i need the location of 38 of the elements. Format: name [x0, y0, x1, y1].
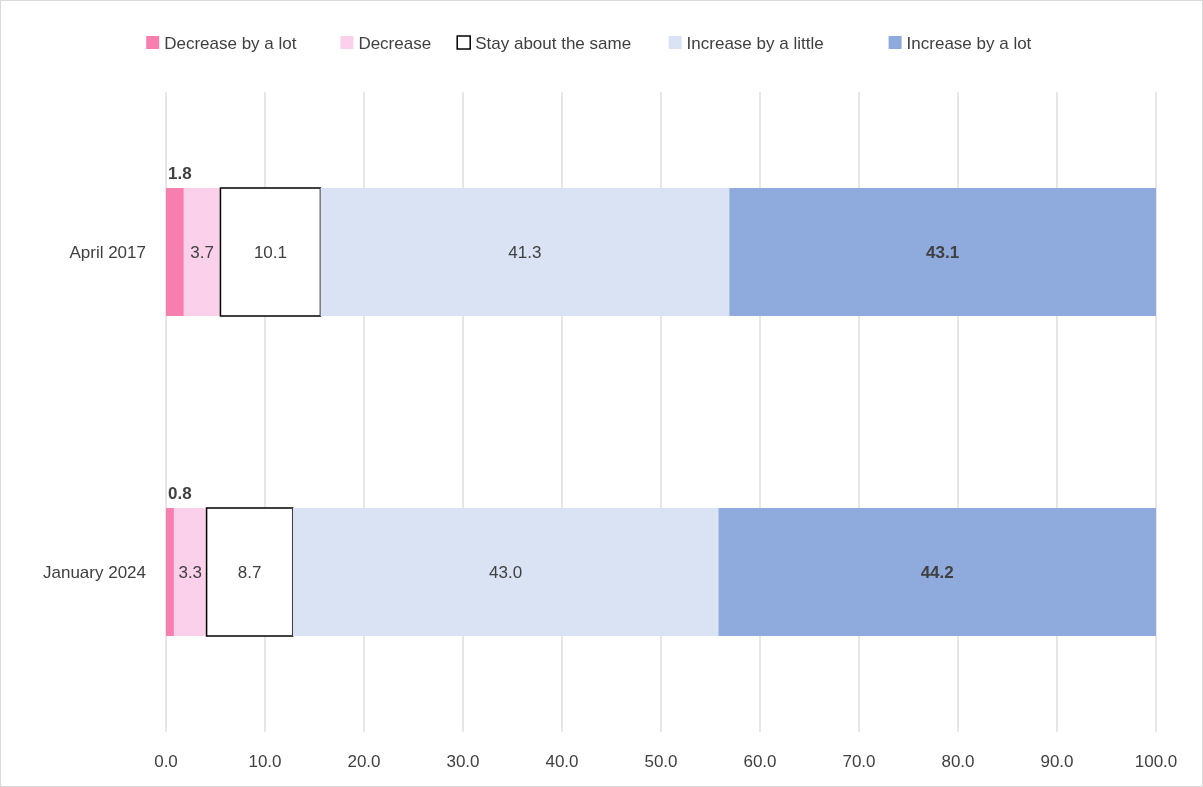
data-label: 0.8 [168, 484, 192, 503]
bar [183, 188, 221, 316]
legend-label: Decrease by a lot [164, 34, 297, 53]
y-tick-label: January 2024 [42, 563, 146, 582]
legend-label: Decrease [358, 34, 432, 53]
data-label: 43.1 [926, 243, 960, 262]
x-tick-label: 100.0 [1134, 752, 1178, 771]
x-tick-label: 80.0 [941, 752, 975, 771]
data-label: 41.3 [508, 243, 542, 262]
bar [320, 188, 730, 316]
x-tick-label: 60.0 [743, 752, 777, 771]
data-label: 10.1 [253, 243, 287, 262]
bar [205, 507, 294, 637]
x-tick-label: 30.0 [446, 752, 480, 771]
legend-label: Increase by a little [686, 34, 824, 53]
bar [718, 508, 1156, 636]
bar [166, 508, 174, 636]
data-label: 3.7 [190, 243, 214, 262]
bar [173, 508, 207, 636]
bar [292, 508, 719, 636]
x-tick-label: 50.0 [644, 752, 678, 771]
data-label: 44.2 [920, 563, 954, 582]
x-tick-label: 0.0 [154, 752, 178, 771]
legend-label: Stay about the same [475, 34, 632, 53]
x-tick-label: 70.0 [842, 752, 876, 771]
data-label: 1.8 [168, 164, 192, 183]
bar [166, 188, 184, 316]
x-tick-label: 20.0 [347, 752, 381, 771]
x-tick-label: 10.0 [248, 752, 282, 771]
data-label: 3.3 [178, 563, 203, 582]
bar [219, 187, 322, 317]
bar [729, 188, 1156, 316]
legend-label: Increase by a lot [906, 34, 1032, 53]
x-tick-label: 40.0 [545, 752, 579, 771]
data-label: 43.0 [489, 563, 523, 582]
y-tick-label: April 2017 [69, 243, 146, 262]
x-tick-label: 90.0 [1040, 752, 1074, 771]
data-label: 8.7 [237, 563, 262, 582]
